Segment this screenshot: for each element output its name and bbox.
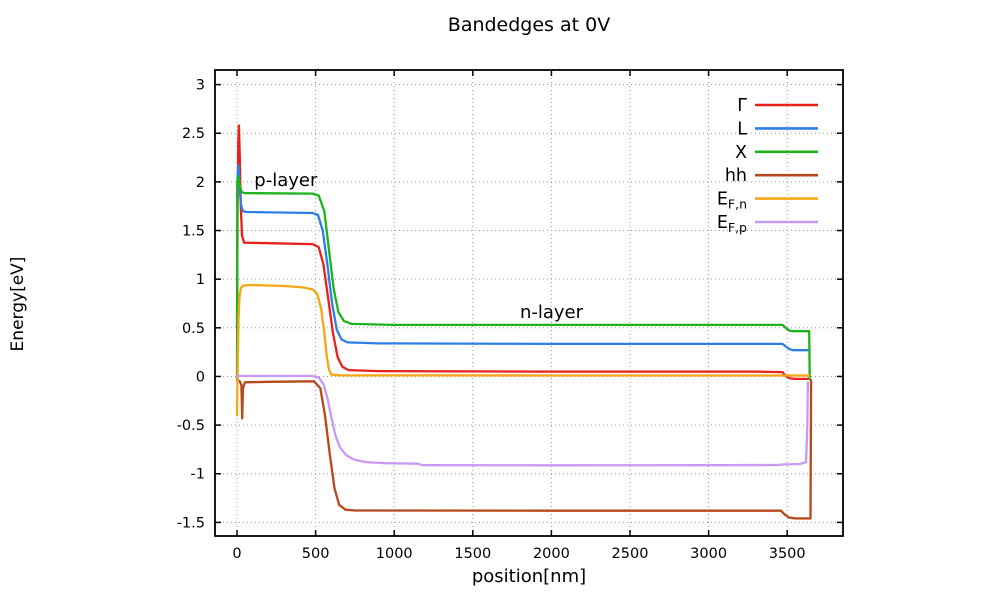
x-tick-label: 500 [302,546,330,562]
y-tick-label: 2 [196,175,205,191]
series-line-gamma [235,124,811,381]
y-tick-label: 1.5 [182,224,205,240]
chart-title: Bandedges at 0V [447,14,611,36]
y-tick-label: 2.5 [182,126,205,142]
x-tick-label: 0 [232,546,241,562]
y-tick-label: 1 [196,272,205,288]
plot-border [214,69,844,537]
y-tick-label: -1 [191,467,205,483]
x-tick-label: 1000 [376,546,413,562]
legend-label-efp: EF,p [717,213,747,235]
x-tick-label: 2500 [612,546,649,562]
legend-label-efn: EF,n [717,190,747,212]
series-line-efn [235,283,811,417]
y-tick-label: 3 [196,78,205,94]
legend-label-gamma: Γ [737,96,747,116]
annotation-p-layer: p-layer [254,170,318,191]
legend-label-hh: hh [725,166,747,186]
x-tick-label: 2000 [533,546,570,562]
series-line-hh [235,379,813,520]
x-tick-label: 3500 [769,546,806,562]
series-line-efp [235,374,810,467]
x-axis-label: position[nm] [471,566,587,587]
legend-label-l: L [737,119,747,139]
y-tick-label: 0 [196,369,205,385]
series-line-x [235,174,811,381]
y-tick-label: -0.5 [177,418,205,434]
x-tick-label: 3000 [690,546,727,562]
y-tick-label: 0.5 [182,321,205,337]
y-tick-label: -1.5 [177,515,205,531]
series-line-l [235,164,811,352]
x-tick-label: 1500 [454,546,491,562]
annotation-n-layer: n-layer [520,302,584,323]
legend-label-x: X [735,143,747,163]
